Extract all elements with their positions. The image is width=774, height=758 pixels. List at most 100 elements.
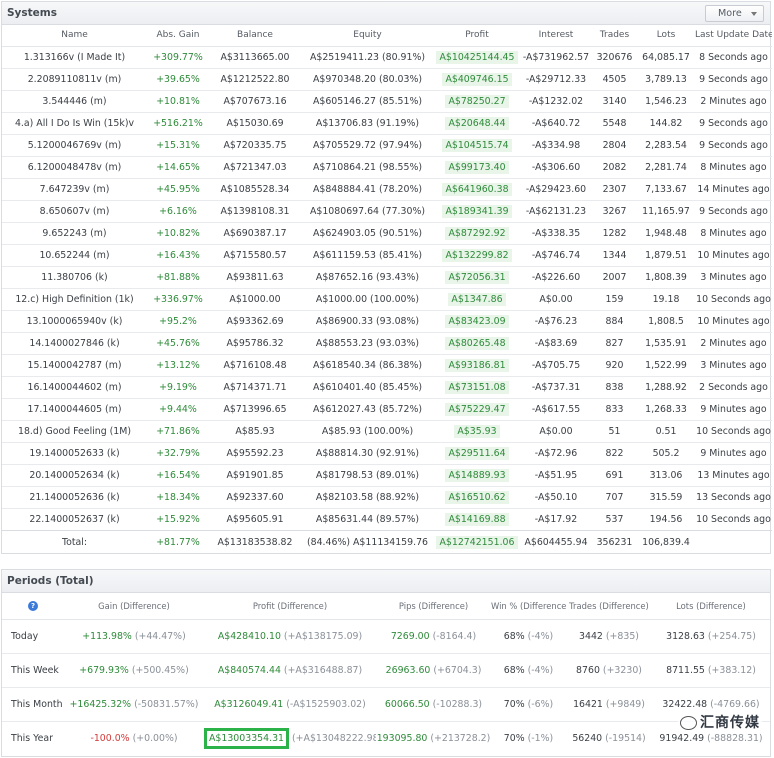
trades-value: 3442 (579, 630, 603, 642)
period-label: This Year (2, 720, 64, 755)
question-circle-icon[interactable]: ? (28, 601, 38, 612)
cell-interest: -A$746.74 (520, 243, 592, 266)
cell-updated (695, 529, 772, 555)
cell-gain: +679.93% (+500.45%) (64, 652, 204, 687)
cell-updated: 14 Minutes ago (695, 177, 772, 200)
cell-name[interactable]: 1.313166v (I Made It) (2, 45, 147, 68)
table-row: 1.313166v (I Made It) +309.77% A$3113665.0… (2, 45, 772, 68)
cell-profit: A$1347.86 (434, 287, 520, 310)
table-row: 12.c) High Definition (1k) +336.97% A$1000… (2, 287, 772, 310)
win-difference: (-4%) (527, 664, 554, 676)
cell-balance: A$85.93 (209, 419, 301, 442)
cell-lots: 505.2 (637, 441, 695, 464)
cell-equity: A$1080697.64 (77.30%) (301, 199, 434, 222)
cell-interest: -A$737.31 (520, 375, 592, 398)
cell-equity: A$848884.41 (78.20%) (301, 177, 434, 200)
cell-name[interactable]: 15.1400042787 (m) (2, 353, 147, 376)
table-row: 6.1200048478v (m) +14.65% A$721347.03 A$710… (2, 155, 772, 178)
lots-value: 32422.48 (662, 698, 708, 710)
cell-gain: +18.34% (147, 485, 209, 508)
cell-profit: A$428410.10 (+A$138175.09) (204, 618, 376, 653)
highlighted-profit-value: A$13003354.31 (204, 727, 290, 749)
cell-balance: A$3113665.00 (209, 45, 301, 68)
cell-gain: +309.77% (147, 45, 209, 68)
more-button[interactable]: More (705, 5, 764, 22)
cell-balance: A$721347.03 (209, 155, 301, 178)
table-row: 2.2089110811v (m) +39.65% A$1212522.80 A$97… (2, 67, 772, 90)
win-value: 70% (503, 698, 525, 710)
table-row: 17.1400044605 (m) +9.44% A$713996.65 A$6120… (2, 397, 772, 420)
cell-gain: +113.98% (+44.47%) (64, 618, 204, 653)
cell-trades: 884 (592, 309, 637, 332)
pips-value: 60066.50 (384, 698, 430, 710)
cell-balance: A$1212522.80 (209, 67, 301, 90)
wechat-icon (680, 716, 697, 730)
cell-name[interactable]: 22.1400052637 (k) (2, 507, 147, 530)
column-header-interest[interactable]: Interest (520, 25, 592, 47)
table-row: 5.1200046769v (m) +15.31% A$720335.75 A$705… (2, 133, 772, 156)
cell-name[interactable]: 7.647239v (m) (2, 177, 147, 200)
cell-profit: A$16510.62 (434, 485, 520, 508)
cell-name[interactable]: 21.1400052636 (k) (2, 485, 147, 508)
cell-equity: A$970348.20 (80.03%) (301, 67, 434, 90)
cell-name[interactable]: 16.1400044602 (m) (2, 375, 147, 398)
cell-name[interactable]: 20.1400052634 (k) (2, 463, 147, 486)
cell-gain: +516.21% (147, 111, 209, 134)
column-header-equity[interactable]: Equity (301, 25, 434, 47)
cell-name[interactable]: 17.1400044605 (m) (2, 397, 147, 420)
cell-trades: 920 (592, 353, 637, 376)
periods-header-row: ? Gain (Difference) Profit (Difference) … (2, 593, 770, 620)
cell-name[interactable]: 9.652243 (m) (2, 221, 147, 244)
column-header-lots[interactable]: Lots (637, 25, 695, 47)
cell-name[interactable]: 6.1200048478v (m) (2, 155, 147, 178)
cell-name[interactable]: 2.2089110811v (m) (2, 67, 147, 90)
column-header-name[interactable]: Name (2, 25, 147, 47)
cell-name[interactable]: 8.650607v (m) (2, 199, 147, 222)
cell-name[interactable]: 5.1200046769v (m) (2, 133, 147, 156)
profit-value: A$87292.92 (445, 226, 509, 240)
cell-gain: +10.82% (147, 221, 209, 244)
column-header-profit[interactable]: Profit (434, 25, 520, 47)
watermark: 汇商传媒 (678, 712, 762, 734)
table-row: 21.1400052636 (k) +18.34% A$92337.60 A$8210… (2, 485, 772, 508)
cell-name[interactable]: 19.1400052633 (k) (2, 441, 147, 464)
cell-name[interactable]: 11.380706 (k) (2, 265, 147, 288)
cell-gain: -100.0% (+0.00%) (64, 720, 204, 755)
column-header-gain[interactable]: Abs. Gain (147, 25, 209, 47)
cell-balance: A$92337.60 (209, 485, 301, 508)
cell-name[interactable]: 14.1400027846 (k) (2, 331, 147, 354)
cell-name[interactable]: 12.c) High Definition (1k) (2, 287, 147, 310)
chevron-down-icon (751, 12, 757, 16)
cell-trades: 2804 (592, 133, 637, 156)
cell-name[interactable]: 13.1000065940v (k) (2, 309, 147, 332)
cell-balance: A$690387.17 (209, 221, 301, 244)
cell-gain: +81.77% (147, 529, 209, 555)
cell-name[interactable]: 4.a) All I Do Is Win (15k)v (2, 111, 147, 134)
cell-name[interactable]: 18.d) Good Feeling (1M) (2, 419, 147, 442)
win-value: 70% (503, 732, 525, 744)
cell-trades: 51 (592, 419, 637, 442)
cell-profit: A$14889.93 (434, 463, 520, 486)
period-row: This Month +16425.32% (-50831.57%) A$312604… (2, 686, 770, 721)
gain-difference: (+500.45%) (131, 664, 189, 676)
cell-updated: 2 Seconds ago (695, 375, 772, 398)
cell-balance: A$15030.69 (209, 111, 301, 134)
column-header-updated[interactable]: Last Update Date (695, 25, 772, 47)
column-header-balance[interactable]: Balance (209, 25, 301, 47)
cell-name[interactable]: 10.652244 (m) (2, 243, 147, 266)
help-cell: ? (2, 593, 64, 620)
cell-interest: A$0.00 (520, 287, 592, 310)
cell-interest: -A$338.35 (520, 221, 592, 244)
column-header-trades[interactable]: Trades (592, 25, 637, 47)
cell-profit: A$409746.15 (434, 67, 520, 90)
profit-value: A$75229.47 (445, 402, 509, 416)
cell-equity: A$88553.23 (93.03%) (301, 331, 434, 354)
column-header-lots-diff: Lots (Difference) (652, 593, 770, 620)
cell-name[interactable]: 3.544446 (m) (2, 89, 147, 112)
cell-lots: 1,268.33 (637, 397, 695, 420)
profit-value: A$3126049.41 (214, 698, 284, 710)
periods-body: Today +113.98% (+44.47%) A$428410.10 (+A$138… (2, 618, 770, 755)
pips-difference: (+6704.3) (433, 664, 482, 676)
cell-updated: 13 Minutes ago (695, 463, 772, 486)
cell-equity: A$86900.33 (93.08%) (301, 309, 434, 332)
